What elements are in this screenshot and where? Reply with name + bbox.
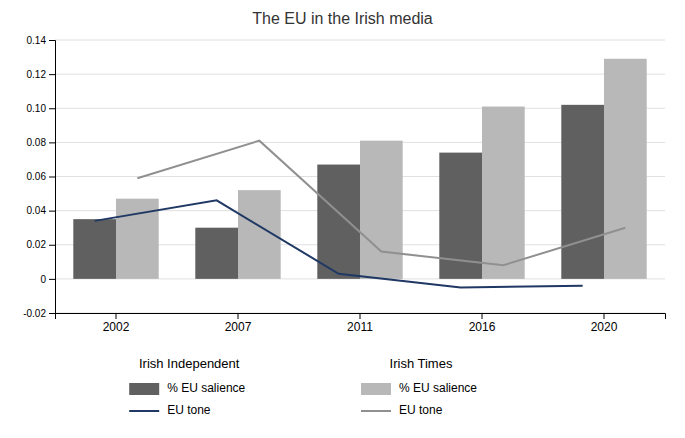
tick-label: 0.08 [27, 137, 47, 148]
tick-label: -0.02 [23, 308, 46, 319]
line [137, 141, 625, 266]
tick-mark [49, 211, 55, 212]
bar [360, 141, 403, 279]
bar [73, 219, 116, 279]
tick-mark [360, 313, 361, 319]
plot: -0.0200.020.040.060.080.100.120.14200220… [23, 35, 665, 334]
tick-mark [482, 313, 483, 319]
legend-label: % EU salience [167, 381, 245, 395]
legend-label: EU tone [399, 403, 443, 417]
tick-label: 2007 [225, 320, 252, 334]
tick: 0.06 [27, 171, 55, 182]
tick-label: 0.06 [27, 171, 47, 182]
tick: 0.04 [27, 205, 55, 216]
bar-series [116, 59, 647, 279]
tick: 0.02 [27, 239, 55, 250]
tick-mark [49, 245, 55, 246]
title: The EU in the Irish media [252, 10, 433, 27]
tick-label: 2002 [103, 320, 130, 334]
chart: The EU in the Irish media -0.02 0 0.02 0.04 0… [0, 0, 685, 438]
tick: 2020 [591, 313, 618, 334]
tick-label: 0.12 [27, 69, 47, 80]
tick: 0 [40, 274, 55, 285]
legend-label: EU tone [167, 403, 211, 417]
tick: 0.14 [27, 35, 55, 46]
tick-label: 2016 [469, 320, 496, 334]
tick-mark [49, 108, 55, 109]
x-axis: 2002 2007 2011 2016 2020 [56, 313, 666, 334]
axis-line [49, 41, 56, 314]
tick-mark [49, 40, 55, 41]
tick: -0.02 [23, 308, 55, 319]
legend-header: Irish Independent [139, 356, 240, 371]
bar [195, 228, 238, 279]
tick-mark [116, 313, 117, 319]
legend-swatch [129, 410, 159, 412]
tick-mark [49, 142, 55, 143]
tick: 2011 [347, 313, 373, 334]
legend-label: % EU salience [399, 381, 477, 395]
tick-label: 2020 [591, 320, 618, 334]
legend-swatch [129, 383, 159, 395]
grid [55, 40, 665, 313]
grid-line [55, 40, 665, 41]
tick-label: 0 [40, 274, 46, 285]
legend-header: Irish Times [390, 356, 453, 371]
tick-mark [49, 74, 55, 75]
legend-swatch [361, 410, 391, 412]
bar [561, 105, 604, 279]
tick-mark [238, 313, 239, 319]
legend-swatch [361, 383, 391, 395]
tick: 2016 [469, 313, 496, 334]
bar-series [73, 105, 604, 279]
tick: 2007 [225, 313, 252, 334]
marks [73, 59, 646, 288]
y-axis: -0.02 0 0.02 0.04 0.06 0.08 0.10 0.12 0.14 [23, 35, 55, 319]
tick-mark [604, 313, 605, 319]
tick: 0.08 [27, 137, 55, 148]
bar [482, 107, 525, 279]
tick-mark [49, 279, 55, 280]
tick-mark [49, 313, 55, 314]
tick: 0.10 [27, 103, 55, 114]
tick-label: 2011 [347, 320, 373, 334]
tick-label: 0.14 [27, 35, 47, 46]
tick-label: 0.10 [27, 103, 47, 114]
tick: 2002 [103, 313, 130, 334]
bar [317, 165, 360, 279]
tick: 0.12 [27, 69, 55, 80]
tick-label: 0.02 [27, 239, 47, 250]
legend: Irish Independent % EU salience EU tone Iri… [129, 356, 477, 417]
tick-mark [49, 177, 55, 178]
tick-label: 0.04 [27, 205, 47, 216]
bar [604, 59, 647, 279]
grid-line [55, 74, 665, 75]
axis-line [56, 314, 666, 320]
